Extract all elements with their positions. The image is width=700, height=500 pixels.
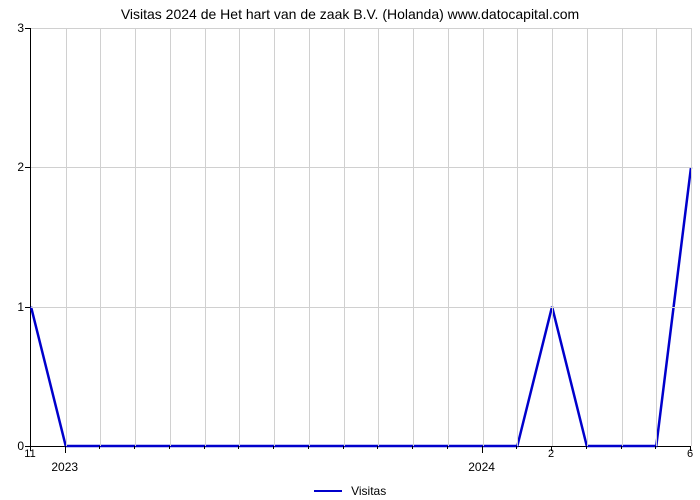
legend-swatch [314, 490, 342, 492]
y-tick-label: 2 [4, 160, 24, 174]
x-tick-label-number: 6 [687, 448, 693, 460]
gridline-h [31, 28, 691, 29]
y-tick-label: 0 [4, 439, 24, 453]
x-tick-label-number: 2 [548, 448, 554, 460]
gridline-v [448, 28, 449, 446]
y-tick-mark [25, 167, 30, 168]
gridline-v [552, 28, 553, 446]
gridline-v [691, 28, 692, 446]
gridline-v [135, 28, 136, 446]
x-tick-mark-minor [516, 446, 517, 449]
gridline-v [587, 28, 588, 446]
gridline-h [31, 307, 691, 308]
gridline-v [378, 28, 379, 446]
gridline-v [100, 28, 101, 446]
x-tick-mark-major [482, 446, 483, 453]
x-tick-mark-minor [99, 446, 100, 449]
gridline-v [344, 28, 345, 446]
line-series [31, 28, 691, 446]
gridline-v [239, 28, 240, 446]
gridline-v [309, 28, 310, 446]
gridline-v [170, 28, 171, 446]
legend-label: Visitas [351, 484, 386, 498]
gridline-v [205, 28, 206, 446]
x-tick-mark-major [65, 446, 66, 453]
gridline-v [274, 28, 275, 446]
x-tick-label-number: 11 [24, 448, 35, 460]
x-tick-label-year: 2023 [51, 460, 78, 474]
legend: Visitas [0, 483, 700, 498]
x-tick-mark-minor [343, 446, 344, 449]
gridline-h [31, 167, 691, 168]
x-tick-mark-minor [412, 446, 413, 449]
x-tick-mark-minor [586, 446, 587, 449]
x-tick-mark-minor [238, 446, 239, 449]
x-tick-mark-minor [377, 446, 378, 449]
y-tick-label: 3 [4, 21, 24, 35]
x-tick-mark-minor [447, 446, 448, 449]
chart-title: Visitas 2024 de Het hart van de zaak B.V… [0, 6, 700, 22]
x-tick-label-year: 2024 [468, 460, 495, 474]
gridline-v [517, 28, 518, 446]
x-tick-mark-minor [273, 446, 274, 449]
y-tick-label: 1 [4, 300, 24, 314]
gridline-v [66, 28, 67, 446]
x-tick-mark-minor [655, 446, 656, 449]
gridline-v [413, 28, 414, 446]
x-tick-mark-minor [308, 446, 309, 449]
gridline-v [622, 28, 623, 446]
x-tick-mark-minor [169, 446, 170, 449]
gridline-v [656, 28, 657, 446]
gridline-v [483, 28, 484, 446]
y-tick-mark [25, 28, 30, 29]
x-tick-mark-minor [134, 446, 135, 449]
plot-area [30, 28, 691, 447]
x-tick-mark-minor [621, 446, 622, 449]
y-tick-mark [25, 307, 30, 308]
x-tick-mark-minor [204, 446, 205, 449]
